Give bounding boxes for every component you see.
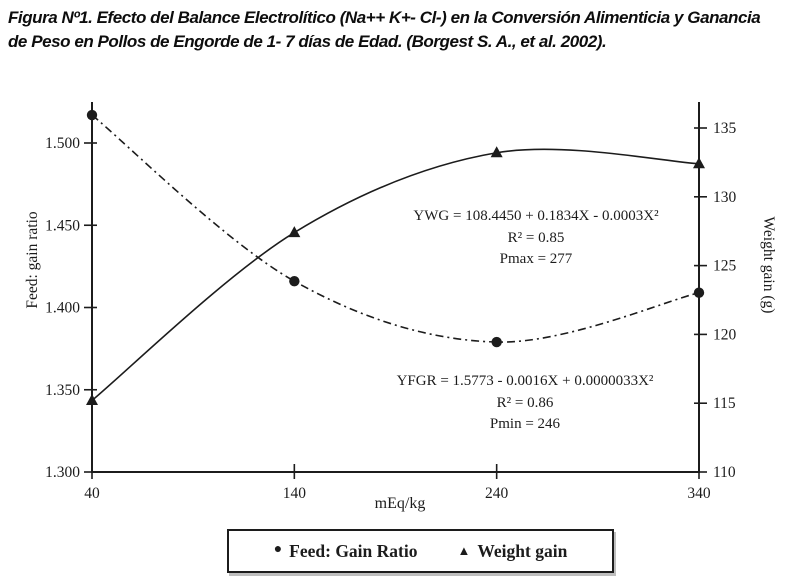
data-point-circle	[491, 336, 502, 348]
right-axis-tick-label: 125	[713, 258, 737, 275]
weight-gain-equation-annotation: YWG = 108.4450 + 0.1834X - 0.0003X² R² =…	[386, 206, 686, 271]
legend-item-feed-gain-ratio: ● Feed: Gain Ratio	[274, 541, 418, 562]
x-axis-title: mEq/kg	[374, 495, 426, 512]
right-axis-tick-label: 120	[713, 326, 737, 343]
right-axis-tick-label: 130	[713, 189, 737, 206]
legend-box: ● Feed: Gain Ratio ▲ Weight gain	[227, 529, 614, 573]
feed-gain-pmin: Pmin = 246	[489, 416, 561, 432]
legend-item-weight-gain: ▲ Weight gain	[457, 541, 567, 562]
weight-gain-pmax: Pmax = 277	[499, 251, 573, 267]
circle-marker-icon: ●	[273, 542, 283, 557]
legend-label-weight-gain: Weight gain	[477, 540, 568, 561]
left-axis-tick-label: 1.450	[45, 217, 80, 234]
data-point-triangle	[490, 146, 503, 158]
left-axis-tick-label: 1.400	[45, 300, 80, 317]
caption-line-2: de Peso en Pollos de Engorde de 1- 7 día…	[8, 32, 607, 51]
x-axis-tick-label: 340	[687, 485, 711, 502]
right-axis-tick-label: 115	[713, 395, 736, 412]
right-axis-title: Weight gain (g)	[760, 216, 777, 314]
data-point-circle	[693, 287, 705, 298]
left-axis-tick-label: 1.300	[45, 464, 80, 481]
x-axis-tick-label: 140	[283, 485, 307, 502]
data-point-triangle	[693, 157, 705, 169]
feed-gain-r-squared: R² = 0.86	[496, 394, 554, 411]
caption-line-1: Figura Nº1. Efecto del Balance Electrolí…	[8, 8, 761, 27]
right-axis-tick-label: 135	[713, 120, 737, 137]
weight-gain-equation: YWG = 108.4450 + 0.1834X - 0.0003X²	[413, 208, 659, 224]
series-line-triangle	[91, 148, 700, 402]
legend-label-feed-gain-ratio: Feed: Gain Ratio	[289, 540, 418, 561]
left-axis-title: Feed: gain ratio	[24, 211, 41, 309]
figure-caption: Figura Nº1. Efecto del Balance Electrolí…	[8, 6, 800, 54]
feed-gain-equation: YFGR = 1.5773 - 0.0016X + 0.0000033X²	[396, 373, 654, 389]
data-point-circle	[86, 109, 98, 121]
feed-gain-equation-annotation: YFGR = 1.5773 - 0.0016X + 0.0000033X² R²…	[375, 371, 675, 436]
left-axis-tick-label: 1.500	[45, 135, 80, 152]
data-point-triangle	[288, 226, 301, 238]
data-point-circle	[289, 275, 300, 287]
triangle-marker-icon: ▲	[457, 542, 471, 558]
right-axis-tick-label: 110	[713, 464, 736, 481]
data-point-triangle	[86, 393, 98, 405]
x-axis-tick-label: 240	[485, 485, 509, 502]
x-axis-tick-label: 40	[84, 485, 100, 502]
left-axis-tick-label: 1.350	[45, 382, 80, 399]
weight-gain-r-squared: R² = 0.85	[507, 229, 565, 246]
